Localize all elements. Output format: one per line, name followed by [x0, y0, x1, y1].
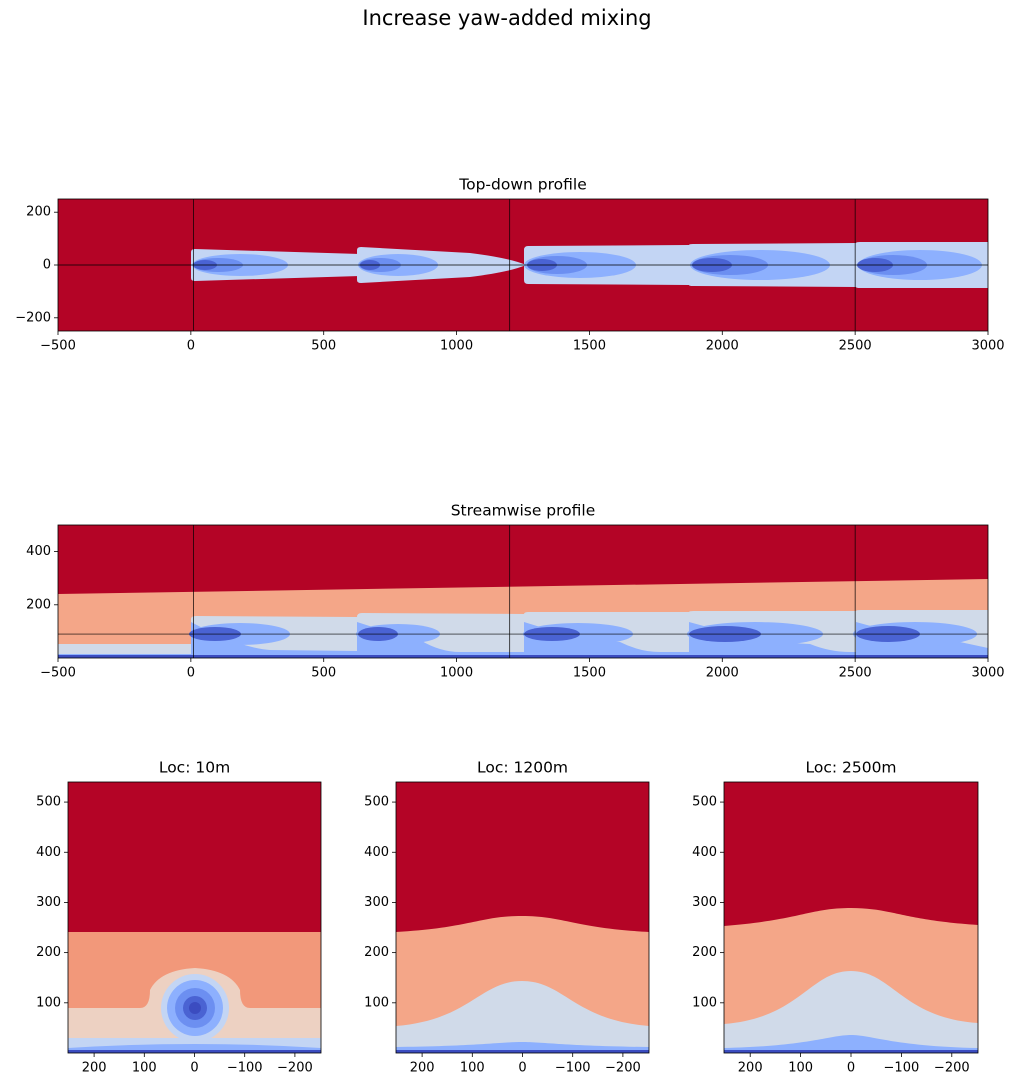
x-tick-label: −100	[227, 1061, 263, 1076]
y-tick-label: 500	[692, 795, 717, 810]
y-tick-label: 200	[36, 945, 61, 960]
x-tick-label: 0	[847, 1061, 855, 1076]
x-tick-label: −200	[934, 1061, 970, 1076]
x-tick-label: 1000	[440, 666, 473, 681]
plot-frame	[57, 524, 989, 659]
x-tick-label: 3000	[971, 339, 1004, 354]
x-tick-label: 2000	[706, 666, 739, 681]
contour-field	[396, 782, 649, 1053]
y-tick-label: 200	[692, 945, 717, 960]
x-tick-label: 200	[410, 1061, 435, 1076]
x-tick-label: 1500	[573, 666, 606, 681]
chart-title: Streamwise profile	[451, 502, 596, 520]
contour-field	[68, 782, 321, 1053]
chart-title: Top-down profile	[458, 176, 586, 194]
y-tick-label: 500	[364, 795, 389, 810]
chart-title: Loc: 2500m	[805, 759, 896, 777]
y-tick-label: 200	[364, 945, 389, 960]
y-tick-label: 0	[43, 258, 51, 273]
contour-field	[724, 782, 978, 1053]
y-tick-label: 500	[36, 795, 61, 810]
y-tick-label: 400	[364, 845, 389, 860]
x-tick-label: −100	[884, 1061, 920, 1076]
y-tick-label: 400	[692, 845, 717, 860]
y-tick-label: 300	[364, 895, 389, 910]
y-tick-label: 200	[26, 205, 51, 220]
y-tick-label: 300	[692, 895, 717, 910]
y-tick-label: 100	[364, 995, 389, 1010]
x-tick-label: 500	[311, 666, 336, 681]
x-tick-label: 1500	[573, 339, 606, 354]
y-tick-label: −200	[15, 310, 51, 325]
y-tick-label: 400	[26, 544, 51, 559]
x-tick-label: 100	[132, 1061, 157, 1076]
x-tick-label: 500	[311, 339, 336, 354]
x-tick-label: −200	[277, 1061, 313, 1076]
contour-field	[58, 525, 988, 658]
x-tick-label: 2500	[839, 339, 872, 354]
x-tick-label: −200	[605, 1061, 641, 1076]
chart-title: Loc: 10m	[159, 759, 230, 777]
y-tick-label: 100	[36, 995, 61, 1010]
x-tick-label: −500	[40, 339, 76, 354]
x-tick-label: 200	[82, 1061, 107, 1076]
x-tick-label: 0	[518, 1061, 526, 1076]
x-tick-label: 0	[190, 1061, 198, 1076]
x-tick-label: 100	[460, 1061, 485, 1076]
figure-title: Increase yaw-added mixing	[362, 6, 651, 30]
y-tick-label: 100	[692, 995, 717, 1010]
x-tick-label: −100	[555, 1061, 591, 1076]
x-tick-label: 2000	[706, 339, 739, 354]
x-tick-label: 3000	[971, 666, 1004, 681]
x-tick-label: 2500	[839, 666, 872, 681]
y-tick-label: 400	[36, 845, 61, 860]
x-tick-label: 200	[738, 1061, 763, 1076]
x-tick-label: −500	[40, 666, 76, 681]
x-tick-label: 0	[187, 339, 195, 354]
y-tick-label: 200	[26, 597, 51, 612]
x-tick-label: 1000	[440, 339, 473, 354]
x-tick-label: 100	[788, 1061, 813, 1076]
y-tick-label: 300	[36, 895, 61, 910]
x-tick-label: 0	[187, 666, 195, 681]
chart-title: Loc: 1200m	[477, 759, 568, 777]
